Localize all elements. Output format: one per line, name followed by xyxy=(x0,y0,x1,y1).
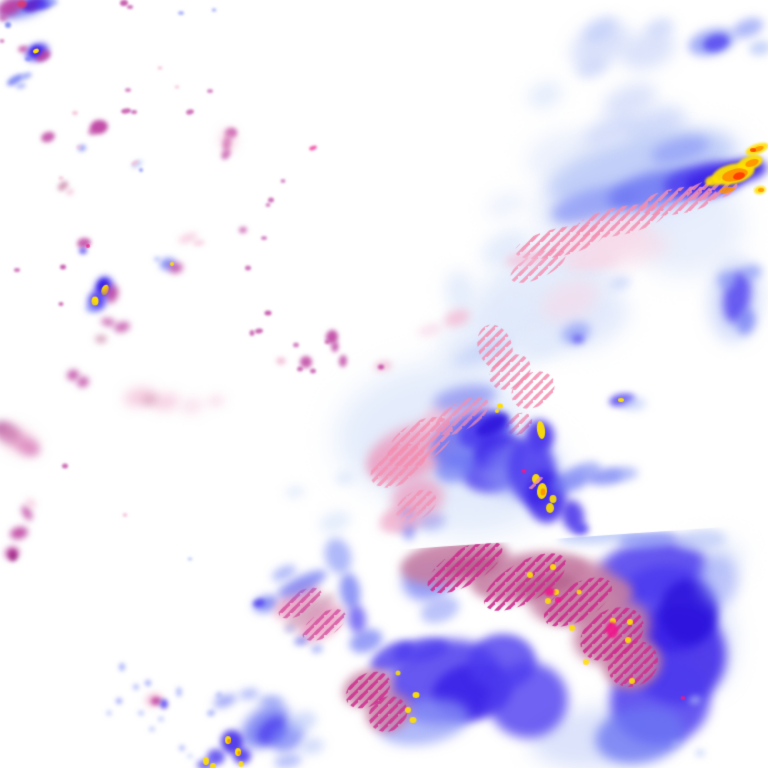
precipitation-field-canvas xyxy=(0,0,768,768)
satellite-precipitation-map xyxy=(0,0,768,768)
